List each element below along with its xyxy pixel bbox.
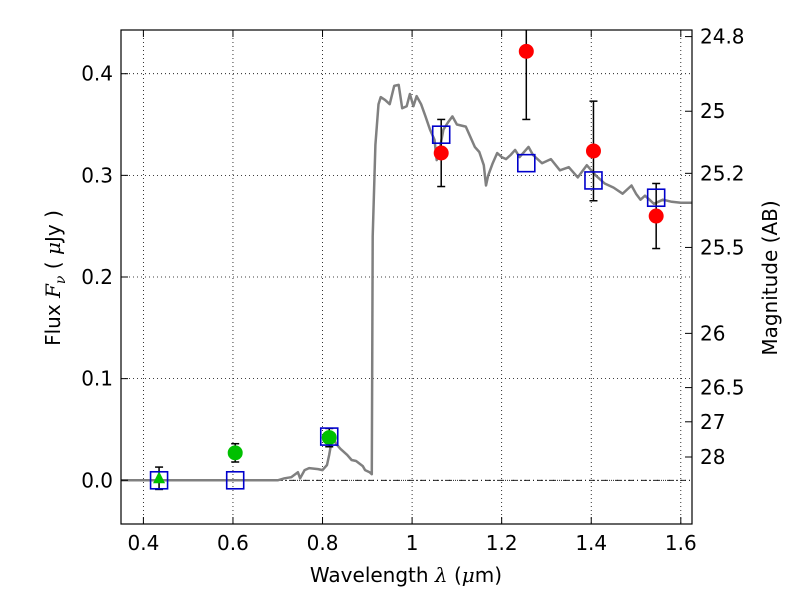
magnitude-tick-label: 25 (700, 99, 725, 123)
model-square-point (319, 427, 339, 446)
error-bars-group (155, 30, 661, 491)
red-data-point (648, 208, 664, 224)
green-triangle-point (153, 471, 166, 484)
y-tick-label: 0.3 (81, 163, 113, 187)
red-data-point (585, 143, 601, 159)
green-data-point (227, 445, 243, 461)
right-magnitude-ticks: 24.8 25 25.2 25.5 26 26.5 27 28 (685, 25, 745, 469)
x-tick-label: 1.2 (486, 531, 518, 555)
model-square-point (149, 470, 169, 490)
magnitude-tick-label: 24.8 (700, 25, 745, 49)
model-square-point (431, 125, 451, 144)
magnitude-tick-label: 27 (700, 410, 725, 434)
x-tick-label: 1.4 (575, 531, 607, 555)
x-axis-label: Wavelength λ (μm) (310, 563, 502, 587)
y-axis-ticks: 0.0 0.1 0.2 0.3 0.4 (81, 62, 128, 492)
y-tick-label: 0.0 (81, 468, 113, 492)
model-sed-curve-group (121, 83, 692, 482)
x-axis-ticks: 0.4 0.6 0.8 1 1.2 1.4 1.6 (127, 30, 697, 555)
y-axis-label: Flux Fν ( μJy ) (41, 210, 69, 346)
right-axis-label: Magnitude (AB) (758, 200, 782, 355)
x-tick-label: 0.8 (307, 531, 339, 555)
y-tick-label: 0.4 (81, 62, 113, 86)
y-tick-label: 0.2 (81, 265, 113, 289)
model-sed-line (121, 83, 692, 482)
green-data-point (321, 430, 337, 446)
magnitude-tick-label: 25.5 (700, 235, 745, 259)
model-square-point (646, 188, 666, 208)
model-square-point (225, 470, 245, 490)
data-markers-group (149, 43, 666, 490)
x-tick-label: 0.6 (217, 531, 249, 555)
x-tick-label: 1.6 (665, 531, 697, 555)
y-tick-label: 0.1 (81, 367, 113, 391)
red-data-point (518, 43, 534, 59)
red-data-point (433, 145, 449, 161)
magnitude-tick-label: 26 (700, 321, 725, 345)
magnitude-tick-label: 28 (700, 445, 725, 469)
magnitude-tick-label: 26.5 (700, 376, 745, 400)
model-square-point (584, 171, 603, 190)
magnitude-tick-label: 25.2 (700, 161, 745, 185)
model-square-point (516, 153, 536, 173)
x-tick-label: 0.4 (127, 531, 159, 555)
x-tick-label: 1 (406, 531, 419, 555)
